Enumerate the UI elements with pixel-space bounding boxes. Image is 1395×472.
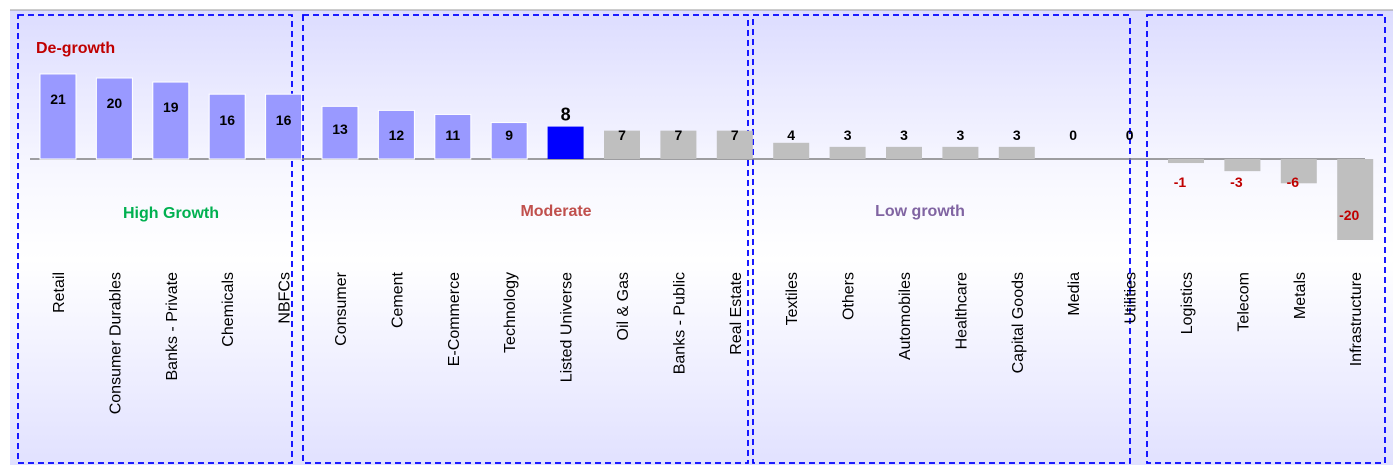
group-box-high-growth: [17, 14, 293, 464]
category-label-consumer-durables: Consumer Durables: [107, 272, 124, 414]
category-label-technology: Technology: [502, 272, 519, 353]
value-label-consumer-durables: 20: [107, 95, 123, 111]
bar-metals: [1280, 159, 1317, 184]
value-label-retail: 21: [50, 91, 66, 107]
category-label-nbfcs: NBFCs: [277, 272, 294, 324]
category-label-logistics: Logistics: [1179, 272, 1196, 334]
value-label-capital-goods: 3: [1013, 127, 1021, 143]
category-label-retail: Retail: [51, 272, 68, 313]
value-label-logistics: -1: [1174, 174, 1187, 190]
value-label-consumer: 13: [332, 121, 348, 137]
bar-capital-goods: [998, 146, 1035, 159]
bar-real-estate: [716, 130, 753, 159]
category-label-infrastructure: Infrastructure: [1348, 272, 1365, 366]
bar-listed-universe: [547, 126, 584, 159]
bar-consumer-durables: [95, 77, 133, 160]
value-label-infrastructure: -20: [1339, 207, 1359, 223]
category-label-capital-goods: Capital Goods: [1010, 272, 1027, 373]
bar-healthcare: [942, 146, 979, 159]
category-label-textiles: Textiles: [784, 272, 801, 325]
bar-banks-private: [152, 81, 190, 160]
segment-label-high-growth: High Growth: [123, 205, 219, 222]
value-label-healthcare: 3: [957, 127, 965, 143]
category-label-oil-and-gas: Oil & Gas: [615, 272, 632, 340]
value-label-listed-universe: 8: [561, 105, 571, 125]
bar-retail: [39, 73, 77, 160]
category-label-banks-private: Banks - Private: [164, 272, 181, 381]
bar-logistics: [1168, 159, 1204, 164]
bar-oil-and-gas: [604, 130, 640, 159]
value-label-telecom: -3: [1230, 174, 1243, 190]
value-label-real-estate: 7: [731, 127, 739, 143]
value-label-textiles: 4: [787, 127, 795, 143]
category-label-chemicals: Chemicals: [220, 272, 237, 347]
bar-nbfcs: [265, 93, 303, 160]
value-label-oil-and-gas: 7: [618, 127, 626, 143]
value-label-others: 3: [844, 127, 852, 143]
value-label-technology: 9: [505, 127, 513, 143]
bar-textiles: [773, 142, 810, 159]
category-label-healthcare: Healthcare: [953, 272, 970, 349]
value-label-chemicals: 16: [219, 112, 235, 128]
category-label-telecom: Telecom: [1235, 272, 1252, 332]
value-label-banks-public: 7: [675, 127, 683, 143]
bar-consumer: [321, 105, 359, 160]
category-label-listed-universe: Listed Universe: [559, 272, 576, 382]
value-label-nbfcs: 16: [276, 112, 292, 128]
group-box-low-growth: [752, 14, 1131, 464]
category-label-cement: Cement: [389, 271, 406, 328]
category-label-others: Others: [841, 272, 858, 320]
bar-automobiles: [886, 146, 922, 159]
value-label-e-commerce: 11: [445, 127, 460, 143]
segment-label-moderate: Moderate: [520, 203, 591, 220]
segment-label-de-growth: De-growth: [36, 40, 115, 57]
plot-background: [10, 10, 1393, 465]
value-label-banks-private: 19: [163, 99, 179, 115]
value-label-automobiles: 3: [900, 127, 908, 143]
value-label-cement: 12: [389, 127, 405, 143]
segment-label-low-growth: Low growth: [875, 203, 965, 220]
value-label-metals: -6: [1287, 174, 1300, 190]
bar-cement: [377, 109, 415, 160]
category-label-metals: Metals: [1292, 272, 1309, 319]
category-label-consumer: Consumer: [333, 271, 350, 345]
category-label-media: Media: [1066, 272, 1083, 316]
bar-telecom: [1224, 159, 1261, 172]
bar-technology: [490, 122, 528, 160]
group-box-de-growth: [1146, 14, 1386, 464]
category-label-utilities: Utilities: [1123, 272, 1140, 324]
value-label-utilities: 0: [1126, 127, 1134, 143]
bar-e-commerce: [434, 113, 472, 160]
bar-others: [829, 146, 866, 159]
category-label-e-commerce: E-Commerce: [446, 272, 463, 366]
bar-banks-public: [660, 130, 697, 159]
bar-chemicals: [208, 93, 246, 160]
category-label-automobiles: Automobiles: [897, 272, 914, 360]
category-label-banks-public: Banks - Public: [671, 272, 688, 374]
category-label-real-estate: Real Estate: [728, 272, 745, 355]
group-box-moderate: [302, 14, 749, 464]
value-label-media: 0: [1069, 127, 1077, 143]
bar-infrastructure: [1337, 159, 1374, 240]
